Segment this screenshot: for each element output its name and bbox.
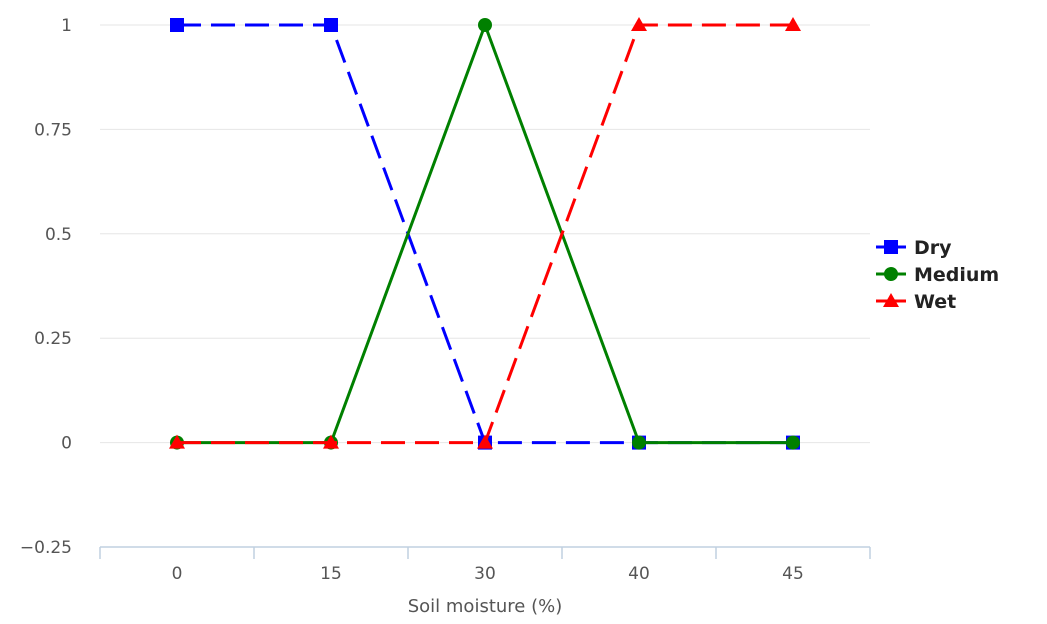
data-point-dry: [170, 18, 184, 32]
legend-item-wet: Wet: [876, 291, 956, 313]
x-tick-label: 15: [320, 564, 342, 584]
legend-label: Dry: [914, 237, 952, 259]
legend: Dry Medium Wet: [876, 237, 999, 313]
x-axis: [99, 546, 871, 559]
data-point-medium: [478, 18, 492, 32]
legend-item-medium: Medium: [876, 264, 999, 286]
x-tick-label: 30: [474, 564, 496, 584]
data-point-wet: [785, 17, 801, 31]
legend-circle-icon: [884, 267, 898, 281]
x-tick-label: 45: [782, 564, 804, 584]
legend-triangle-icon: [883, 293, 899, 307]
series-plot-area: [169, 17, 801, 450]
data-point-wet: [477, 434, 493, 449]
data-point-medium: [632, 435, 646, 450]
legend-label: Wet: [914, 291, 956, 313]
grid-lines: [100, 24, 870, 444]
legend-item-dry: Dry: [876, 237, 952, 259]
y-tick-label: 0: [61, 434, 72, 454]
data-point-wet: [323, 434, 339, 449]
y-axis-tick-labels: −0.25 0 0.25 0.5 0.75 1: [20, 16, 72, 558]
y-tick-label: 0.25: [34, 329, 72, 349]
y-tick-label: −0.25: [20, 538, 72, 558]
x-axis-title: Soil moisture (%): [408, 596, 563, 617]
y-tick-label: 0.5: [45, 225, 72, 245]
y-tick-label: 0.75: [34, 120, 72, 140]
data-point-wet: [631, 17, 647, 31]
y-tick-label: 1: [61, 16, 72, 36]
x-tick-label: 0: [172, 564, 183, 584]
legend-label: Medium: [914, 264, 999, 286]
data-point-medium: [786, 435, 800, 450]
series-wet: [169, 17, 801, 449]
x-axis-tick-labels: 0 15 30 40 45: [172, 564, 804, 584]
data-point-dry: [324, 18, 338, 32]
data-point-wet: [169, 434, 185, 449]
legend-square-icon: [884, 240, 898, 254]
x-tick-label: 40: [628, 564, 650, 584]
